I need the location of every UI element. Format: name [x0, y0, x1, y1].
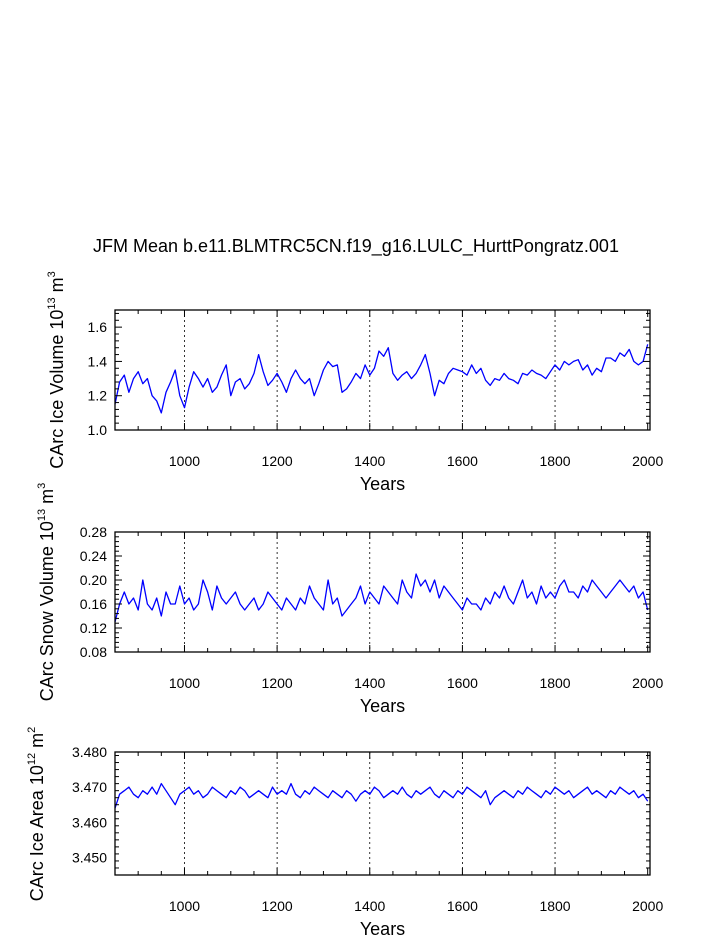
chart-title: JFM Mean b.e11.BLMTRC5CN.f19_g16.LULC_Hu…	[93, 236, 619, 257]
y-tick-label: 1.4	[88, 353, 108, 369]
x-tick-label: 1800	[539, 675, 570, 691]
y-axis-label-text: CArc Ice Area 10	[27, 765, 47, 901]
y-tick-label: 1.6	[88, 319, 108, 335]
panels: 1000 1200 1400 1600 1800 2000 1.0 1.2 1.4 1.6 Year…	[26, 271, 663, 935]
x-tick-label: 1400	[354, 898, 385, 914]
x-tick-label: 1400	[354, 453, 385, 469]
y-tick-label: 0.16	[80, 596, 107, 612]
x-tick-label: 2000	[632, 675, 663, 691]
y-axis-label-text: CArc Ice Volume 10	[47, 310, 67, 469]
plot-frame	[114, 751, 651, 876]
y-axis-label: CArc Snow Volume 1013 m3	[36, 483, 57, 701]
y-tick-label: 3.470	[72, 779, 107, 795]
y-axis-label-exponent: 13	[36, 509, 48, 521]
y-tick-label: 0.20	[80, 572, 107, 588]
x-tick-label: 1000	[169, 898, 200, 914]
y-axis-label-exponent: 13	[46, 297, 58, 309]
x-tick-label: 2000	[632, 453, 663, 469]
y-tick-label: 3.450	[72, 849, 107, 865]
x-axis-label: Years	[360, 696, 405, 716]
x-tick-label: 1800	[539, 898, 570, 914]
y-tick-label: 1.0	[88, 422, 108, 438]
plot-frame	[114, 531, 651, 653]
panel-3: 1000 1200 1400 1600 1800 2000 3.450 3.460 3.470 3…	[26, 727, 663, 935]
y-tick-label: 0.24	[80, 548, 107, 564]
x-tick-label: 1000	[169, 453, 200, 469]
y-axis-label-exponent: 3	[36, 483, 48, 489]
y-axis-label: CArc Ice Volume 1013 m3	[46, 271, 67, 468]
x-tick-label: 1600	[447, 675, 478, 691]
y-axis-label: CArc Ice Area 1012 m2	[26, 727, 47, 901]
plot-frame	[114, 309, 651, 431]
x-tick-label: 2000	[632, 898, 663, 914]
panel-1: 1000 1200 1400 1600 1800 2000 1.0 1.2 1.4 1.6 Year…	[46, 271, 663, 494]
x-tick-label: 1200	[262, 453, 293, 469]
y-tick-label: 3.460	[72, 814, 107, 830]
y-axis-label-text: CArc Snow Volume 10	[37, 521, 57, 701]
x-tick-label: 1600	[447, 898, 478, 914]
y-tick-label: 0.08	[80, 644, 107, 660]
y-axis-label-text: m	[37, 489, 57, 509]
x-axis-label: Years	[360, 919, 405, 935]
series-line-snow_volume	[114, 573, 649, 623]
series-line-ice_volume	[114, 344, 649, 414]
x-tick-label: 1000	[169, 675, 200, 691]
x-tick-label: 1600	[447, 453, 478, 469]
y-axis-label-exponent: 3	[46, 271, 58, 277]
y-axis-label-exponent: 2	[26, 727, 38, 733]
y-axis-label-text: m	[47, 277, 67, 297]
y-axis-label-text: m	[27, 733, 47, 753]
x-tick-label: 1800	[539, 453, 570, 469]
x-tick-label: 1200	[262, 898, 293, 914]
x-tick-label: 1200	[262, 675, 293, 691]
y-axis-label-exponent: 12	[26, 753, 38, 765]
x-tick-label: 1400	[354, 675, 385, 691]
panel-2: 1000 1200 1400 1600 1800 2000 0.08 0.12 0.16 0.20…	[36, 483, 663, 716]
y-tick-label: 3.480	[72, 744, 107, 760]
series-line-ice_area	[114, 782, 649, 809]
y-tick-label: 0.28	[80, 524, 107, 540]
y-tick-label: 0.12	[80, 620, 107, 636]
x-axis-label: Years	[360, 474, 405, 494]
y-tick-label: 1.2	[88, 388, 108, 404]
